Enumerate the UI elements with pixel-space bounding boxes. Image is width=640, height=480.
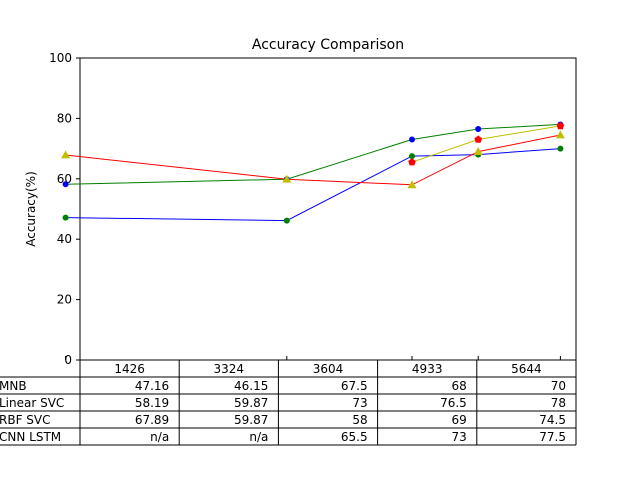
table-cell: 47.16 xyxy=(135,379,169,393)
data-table: 1426 3324 3604 4933 5644 MNB 47.16 46.15 67.5 68 7… xyxy=(0,356,577,446)
table-cell: 77.5 xyxy=(539,430,566,444)
series-point-3 xyxy=(408,158,416,166)
series-point-1 xyxy=(475,125,482,132)
table-col-label: 1426 xyxy=(114,362,145,376)
series-point-2 xyxy=(282,174,292,183)
table-row-label: RBF SVC xyxy=(0,413,51,427)
table-row-label: MNB xyxy=(0,379,27,393)
series-point-3 xyxy=(556,121,565,130)
table-cell: 58 xyxy=(352,413,367,427)
series-point-2 xyxy=(473,147,483,155)
table-cell: 74.5 xyxy=(539,413,566,427)
table-cell: 73 xyxy=(452,430,467,444)
table-cell: 59.87 xyxy=(234,396,268,410)
table-row-label: Linear SVC xyxy=(0,396,64,410)
chart-title: Accuracy Comparison xyxy=(252,37,404,53)
series-point-3 xyxy=(474,135,482,143)
table-cell: 67.5 xyxy=(341,379,368,393)
y-tick-label: 60 xyxy=(57,172,72,186)
plot-area xyxy=(79,57,577,361)
series-point-0 xyxy=(409,153,415,160)
series-point-0 xyxy=(557,145,564,152)
table-cell: 69 xyxy=(452,413,467,427)
table-col-label: 4933 xyxy=(412,362,443,376)
table-cell: 68 xyxy=(452,379,467,393)
table-cell: n/a xyxy=(150,430,169,444)
table-cell: 58.19 xyxy=(135,396,169,410)
y-axis: 0 20 40 60 80 100 xyxy=(49,51,80,367)
series-point-1 xyxy=(409,136,415,143)
series-point-0 xyxy=(283,217,290,224)
series-point-2 xyxy=(555,130,565,139)
table-cell: 76.5 xyxy=(440,396,467,410)
table-cell: 65.5 xyxy=(341,430,368,444)
series-point-2 xyxy=(407,180,417,189)
table-cell: 78 xyxy=(551,396,566,410)
y-tick-label: 0 xyxy=(64,353,72,367)
y-axis-label: Accuracy(%) xyxy=(24,171,38,247)
table-row-label: CNN LSTM xyxy=(0,430,61,444)
table-cell: 70 xyxy=(551,379,566,393)
table-cell: 46.15 xyxy=(234,379,268,393)
table-cell: 73 xyxy=(352,396,367,410)
series-line-3 xyxy=(411,125,561,163)
table-cell: 67.89 xyxy=(135,413,169,427)
series-layer xyxy=(61,121,565,224)
y-tick-label: 40 xyxy=(57,232,72,246)
y-tick-label: 100 xyxy=(49,51,72,65)
y-tick-label: 80 xyxy=(57,111,72,125)
series-line-2 xyxy=(65,134,561,186)
y-tick-label: 20 xyxy=(57,293,72,307)
series-point-0 xyxy=(62,214,69,221)
series-point-1 xyxy=(62,181,69,188)
table-cell: n/a xyxy=(249,430,268,444)
series-point-2 xyxy=(61,150,71,159)
table-col-label: 3324 xyxy=(214,362,245,376)
table-col-label: 3604 xyxy=(313,362,344,376)
series-line-0 xyxy=(65,148,561,222)
table-col-label: 5644 xyxy=(511,362,542,376)
table-cell: 59.87 xyxy=(234,413,268,427)
